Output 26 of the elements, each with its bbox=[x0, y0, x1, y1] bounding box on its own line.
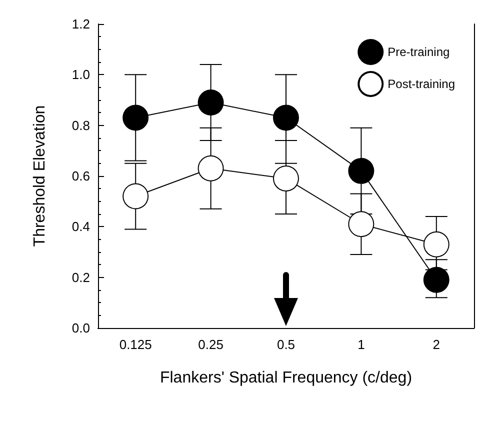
point bbox=[273, 166, 299, 192]
x-axis-title: Flankers' Spatial Frequency (c/deg) bbox=[160, 370, 412, 386]
x-tick-label: 0.5 bbox=[276, 337, 296, 352]
x-tick-label: 2 bbox=[432, 337, 440, 352]
point bbox=[122, 104, 149, 131]
legend-label: Post-training bbox=[388, 77, 456, 91]
point bbox=[423, 231, 450, 258]
legend-label: Pre-training bbox=[388, 45, 450, 59]
y-tick-label: 0.4 bbox=[72, 219, 90, 234]
y-tick-label: 1.2 bbox=[72, 16, 90, 32]
x-tick-label: 1 bbox=[358, 337, 365, 352]
x-tick-label: 0.25 bbox=[198, 337, 224, 352]
point bbox=[273, 104, 299, 131]
y-axis-title: Threshold Elevation bbox=[32, 105, 48, 247]
point bbox=[122, 183, 149, 210]
x-tick-label: 0.125 bbox=[119, 337, 152, 352]
point bbox=[198, 90, 224, 116]
point bbox=[348, 211, 374, 238]
point bbox=[198, 155, 224, 182]
point bbox=[423, 266, 450, 293]
y-tick-label: 0.0 bbox=[72, 320, 90, 336]
y-tick-label: 0.8 bbox=[72, 118, 90, 133]
y-tick-label: 1.0 bbox=[72, 67, 90, 82]
y-tick-label: 0.6 bbox=[72, 168, 90, 184]
point bbox=[348, 158, 374, 184]
y-tick-label: 0.2 bbox=[72, 270, 90, 285]
